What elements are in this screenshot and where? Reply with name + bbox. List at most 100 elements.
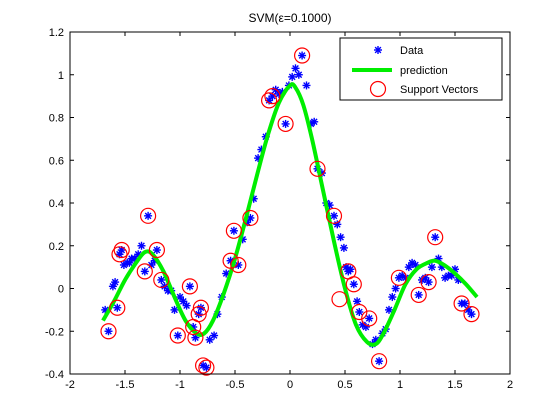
support-vector-circle — [222, 252, 239, 269]
asterisk-stroke — [303, 82, 310, 89]
data-point — [385, 305, 393, 314]
y-tick-label: 0.4 — [49, 198, 64, 210]
plot-area — [100, 47, 480, 376]
x-tick-label: 1.5 — [447, 379, 462, 391]
asterisk-stroke — [402, 274, 409, 282]
asterisk-stroke — [203, 364, 210, 371]
data-point — [140, 267, 149, 276]
asterisk-stroke — [353, 297, 361, 305]
x-tick-label: -1.5 — [116, 379, 135, 391]
x-tick-label: -2 — [65, 379, 75, 391]
asterisk-stroke — [355, 308, 363, 316]
asterisk-stroke — [464, 306, 472, 314]
y-tick-label: 0.6 — [49, 155, 64, 167]
asterisk-stroke — [199, 362, 207, 369]
support-vector-circle — [169, 327, 186, 344]
data-point — [137, 241, 146, 250]
data-point — [365, 314, 374, 323]
x-axis: -2 -1.5 -1 -0.5 0 0.5 1 1.5 2 — [65, 32, 513, 391]
x-tick-label: 2 — [507, 379, 513, 391]
support-vector-circle — [420, 273, 437, 291]
support-vector-circle — [113, 241, 130, 259]
data-point — [391, 284, 400, 293]
data-point — [427, 263, 436, 272]
asterisk-stroke — [295, 71, 303, 79]
data-point — [182, 301, 191, 310]
asterisk-stroke — [310, 118, 318, 126]
y-tick-label: 1 — [58, 70, 64, 82]
asterisk-stroke — [372, 336, 380, 344]
support-vector-circle — [109, 299, 126, 316]
asterisk-stroke — [230, 227, 238, 235]
asterisk-stroke — [288, 73, 296, 81]
support-vector-circle — [264, 88, 281, 105]
data-point — [229, 226, 238, 235]
asterisk-stroke — [234, 261, 242, 269]
asterisk-stroke — [195, 310, 203, 318]
support-vector-circle — [100, 323, 117, 340]
asterisk-stroke — [385, 306, 393, 314]
support-vector-circle — [325, 207, 343, 224]
support-vector-circle — [453, 295, 470, 312]
support-vector-circle — [192, 299, 209, 316]
legend-label-prediction: prediction — [400, 65, 448, 77]
data-point — [170, 305, 179, 314]
data-point — [330, 211, 338, 220]
data-point — [144, 211, 153, 220]
asterisk-stroke — [153, 246, 161, 254]
support-vector-circle — [198, 359, 215, 376]
asterisk-stroke — [340, 244, 348, 252]
support-vector-circle — [463, 306, 480, 323]
y-axis: -0.4 -0.2 0 0.2 0.4 0.6 0.8 1 1.2 — [45, 27, 510, 381]
support-vector-circle — [277, 115, 294, 133]
support-vector-circle — [181, 278, 198, 295]
support-vector-circle — [190, 306, 207, 323]
data-point — [353, 297, 362, 306]
support-vector-circle — [225, 222, 242, 239]
support-vector-circle — [242, 209, 259, 227]
x-tick-label: 1 — [397, 379, 403, 391]
data-point — [294, 70, 303, 79]
data-point — [467, 310, 476, 319]
y-tick-label: 0.2 — [49, 241, 64, 253]
asterisk-stroke — [105, 327, 112, 335]
asterisk-stroke — [342, 263, 350, 271]
asterisk-stroke — [183, 302, 190, 309]
x-tick-label: 0 — [287, 379, 293, 391]
data-point — [288, 72, 297, 81]
asterisk-stroke — [269, 92, 276, 100]
asterisk-stroke — [138, 242, 145, 250]
asterisk-stroke — [468, 310, 475, 318]
asterisk-stroke — [101, 306, 109, 314]
y-tick-label: -0.4 — [45, 369, 64, 381]
asterisk-stroke — [210, 332, 218, 339]
asterisk-stroke — [179, 297, 187, 305]
asterisk-stroke — [392, 285, 399, 292]
legend-asterisk — [374, 46, 382, 54]
legend-label-data: Data — [400, 45, 424, 57]
data-point — [298, 51, 307, 60]
asterisk-stroke — [227, 257, 234, 265]
data-point — [196, 303, 205, 312]
support-vector-circle — [309, 160, 326, 177]
asterisk-stroke — [362, 323, 370, 331]
prediction-curve — [101, 82, 479, 347]
asterisk-stroke — [298, 52, 306, 59]
asterisk-stroke — [428, 263, 436, 271]
data-point — [173, 331, 182, 340]
x-tick-label: 0.5 — [337, 379, 352, 391]
asterisk-stroke — [197, 304, 205, 312]
legend-label-support-vectors: Support Vectors — [400, 84, 479, 96]
data-point — [302, 81, 311, 90]
data-point — [291, 64, 300, 73]
asterisk-stroke — [359, 321, 366, 329]
asterisk-stroke — [144, 212, 152, 220]
support-vector-circle — [371, 353, 388, 370]
asterisk-stroke — [415, 291, 423, 299]
asterisk-stroke — [412, 261, 419, 269]
asterisk-stroke — [425, 278, 432, 286]
asterisk-stroke — [174, 332, 182, 339]
support-vector-circle — [345, 276, 362, 293]
asterisk-stroke — [222, 270, 230, 277]
data-point — [349, 280, 358, 289]
